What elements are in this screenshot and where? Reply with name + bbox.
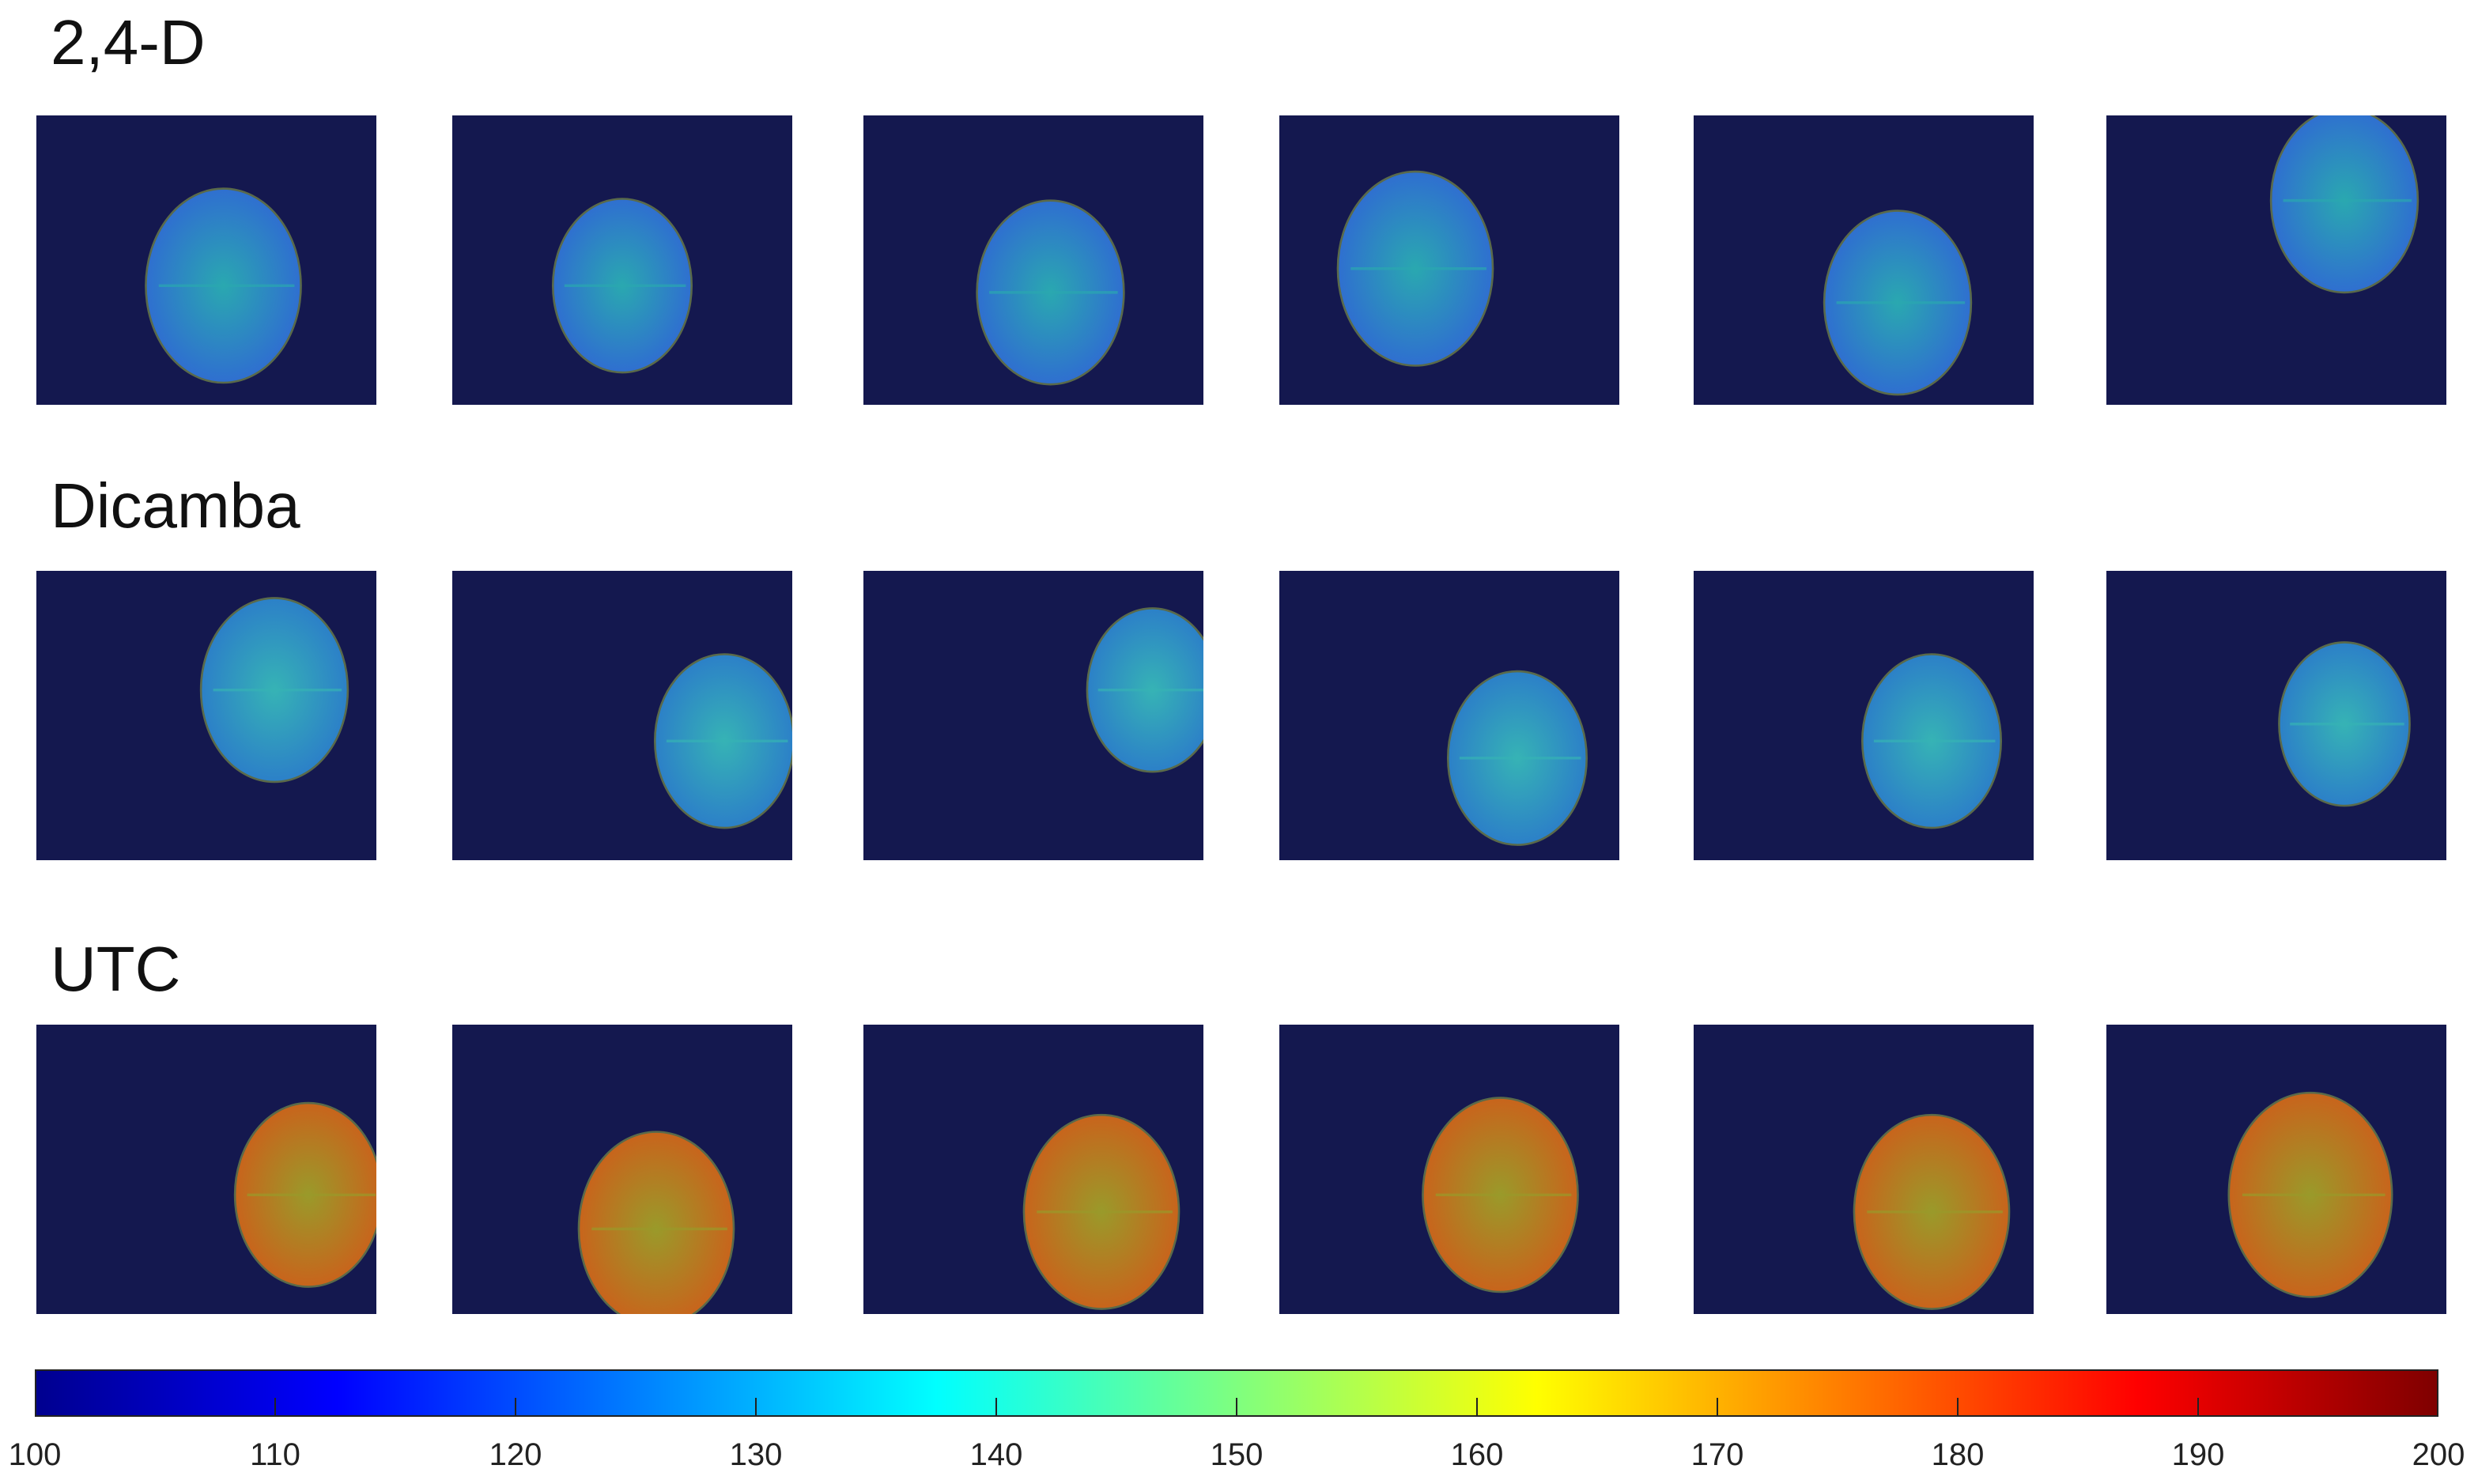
leaf-image-panel — [2106, 571, 2446, 860]
row-title-utc: UTC — [51, 934, 181, 1004]
colorbar-tick-mark — [2197, 1398, 2199, 1417]
colorbar-tick-mark — [995, 1398, 997, 1417]
colorbar-tick-mark — [1717, 1398, 1718, 1417]
leaf-image-panel — [863, 571, 1203, 860]
colorbar-tick-label: 190 — [2171, 1437, 2225, 1472]
leaf-image-panel — [2106, 115, 2446, 405]
colorbar-tick-label: 110 — [250, 1437, 300, 1472]
leaf-image-panel — [36, 115, 376, 405]
colorbar-tick-mark — [1236, 1398, 1237, 1417]
leaf-image-panel — [452, 1025, 792, 1314]
leaf-image-panel — [863, 115, 1203, 405]
leaf-image-panel — [1694, 1025, 2034, 1314]
colorbar-tick-label: 180 — [1931, 1437, 1985, 1472]
colorbar-tick-mark — [1476, 1398, 1478, 1417]
leaf-image-panel — [452, 571, 792, 860]
colorbar-tick-label: 140 — [969, 1437, 1023, 1472]
leaf-shape — [577, 1131, 735, 1314]
colorbar-tick-label: 100 — [8, 1437, 62, 1472]
colorbar-tick-label: 120 — [489, 1437, 542, 1472]
leaf-shape — [2269, 115, 2419, 294]
colorbar-tick-label: 200 — [2412, 1437, 2465, 1472]
row-title-dicamba: Dicamba — [51, 470, 300, 541]
leaf-image-panel — [1279, 1025, 1619, 1314]
colorbar-tick-label: 170 — [1690, 1437, 1744, 1472]
colorbar-tick-mark — [755, 1398, 757, 1417]
leaf-image-panel — [1279, 115, 1619, 405]
colorbar-tick-mark — [274, 1398, 276, 1417]
row-title-2-4-d: 2,4-D — [51, 7, 206, 77]
leaf-image-panel — [1279, 571, 1619, 860]
colorbar-tick-mark — [515, 1398, 516, 1417]
colorbar-tick-label: 130 — [729, 1437, 783, 1472]
colorbar-tick-label: 160 — [1450, 1437, 1504, 1472]
leaf-image-panel — [452, 115, 792, 405]
leaf-image-panel — [1694, 115, 2034, 405]
leaf-image-panel — [36, 571, 376, 860]
leaf-image-panel — [1694, 571, 2034, 860]
leaf-image-panel — [36, 1025, 376, 1314]
leaf-image-panel — [2106, 1025, 2446, 1314]
colorbar-tick-label: 150 — [1210, 1437, 1264, 1472]
colorbar-tick-mark — [1957, 1398, 1959, 1417]
leaf-image-panel — [863, 1025, 1203, 1314]
